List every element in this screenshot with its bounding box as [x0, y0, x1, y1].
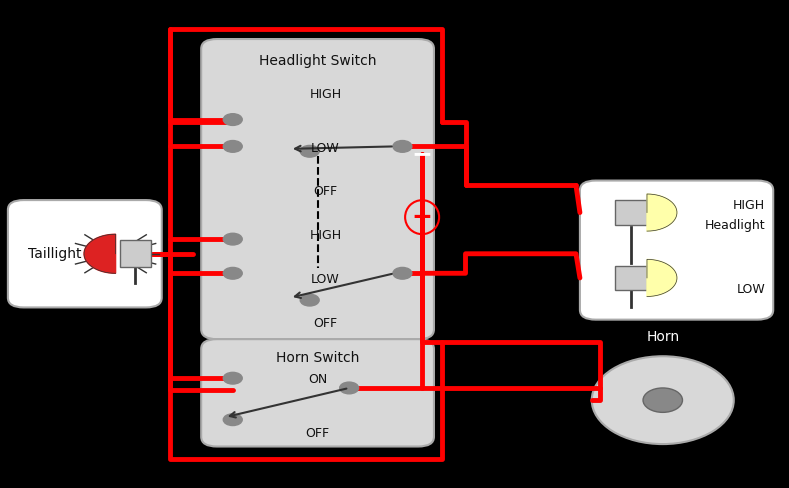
Bar: [120, 240, 151, 267]
Circle shape: [339, 382, 358, 394]
Text: OFF: OFF: [313, 317, 338, 330]
Circle shape: [223, 141, 242, 152]
Text: OFF: OFF: [313, 185, 338, 199]
FancyBboxPatch shape: [201, 339, 434, 447]
Text: LOW: LOW: [311, 273, 340, 286]
Bar: [615, 201, 647, 225]
Text: Horn: Horn: [646, 330, 679, 344]
FancyBboxPatch shape: [201, 39, 434, 339]
Circle shape: [393, 141, 412, 152]
Circle shape: [300, 294, 319, 306]
Text: LOW: LOW: [311, 142, 340, 155]
Text: +: +: [412, 205, 432, 229]
Text: OFF: OFF: [305, 427, 330, 440]
Text: −: −: [412, 142, 432, 166]
Circle shape: [223, 114, 242, 125]
FancyBboxPatch shape: [580, 181, 773, 320]
Text: ON: ON: [308, 373, 327, 386]
Circle shape: [223, 233, 242, 245]
Text: HIGH: HIGH: [733, 199, 765, 212]
Text: Headlight: Headlight: [705, 219, 765, 232]
Circle shape: [592, 356, 734, 444]
Text: Horn Switch: Horn Switch: [276, 351, 359, 366]
Circle shape: [393, 267, 412, 279]
Text: LOW: LOW: [737, 283, 765, 296]
Circle shape: [223, 267, 242, 279]
Text: Taillight: Taillight: [28, 247, 81, 261]
Text: Headlight Switch: Headlight Switch: [259, 54, 376, 68]
Circle shape: [300, 145, 319, 157]
Circle shape: [643, 388, 682, 412]
Bar: [615, 265, 647, 290]
Polygon shape: [84, 234, 115, 273]
Polygon shape: [647, 260, 677, 296]
Circle shape: [223, 372, 242, 384]
Text: HIGH: HIGH: [309, 88, 342, 101]
Polygon shape: [647, 194, 677, 231]
Text: HIGH: HIGH: [309, 229, 342, 243]
Circle shape: [223, 414, 242, 426]
FancyBboxPatch shape: [8, 200, 162, 307]
